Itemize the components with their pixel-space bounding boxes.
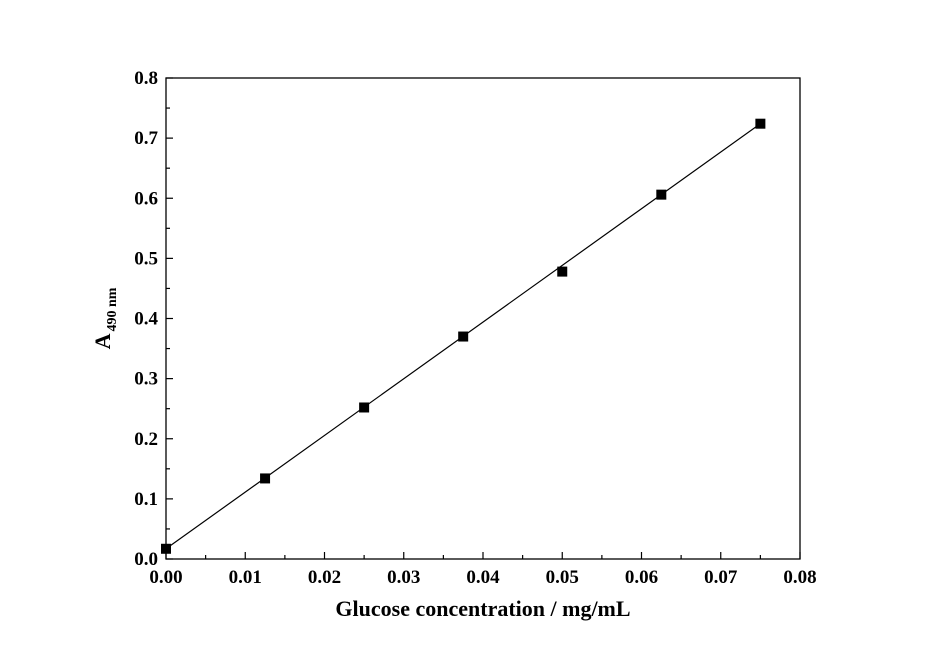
y-axis-title-subscript: 490 nm — [105, 287, 120, 331]
y-tick-label: 0.5 — [134, 248, 158, 269]
y-axis-title-main: A — [90, 333, 115, 349]
axis-ticks — [165, 77, 801, 560]
data-point — [359, 402, 370, 413]
data-point — [755, 118, 766, 129]
y-tick-label: 0.6 — [134, 188, 158, 209]
y-tick-label: 0.7 — [134, 128, 158, 149]
x-tick-label: 0.06 — [625, 567, 658, 588]
x-tick-label: 0.00 — [149, 567, 182, 588]
x-tick-label: 0.04 — [466, 567, 500, 588]
data-point — [656, 189, 667, 200]
x-tick-label: 0.01 — [229, 567, 262, 588]
x-axis-title: Glucose concentration / mg/mL — [335, 596, 630, 621]
data-point — [161, 543, 171, 554]
data-point — [557, 266, 568, 277]
y-tick-label: 0.8 — [134, 68, 158, 89]
y-tick-label: 0.3 — [134, 369, 158, 390]
x-tick-label: 0.07 — [704, 567, 738, 588]
plot-frame — [165, 77, 801, 560]
data-point — [260, 473, 271, 484]
y-tick-label: 0.4 — [134, 309, 158, 330]
y-tick-label: 0.2 — [134, 429, 158, 450]
x-tick-label: 0.02 — [308, 567, 341, 588]
plot-frame-group — [165, 77, 801, 560]
y-axis-title: A 490 nm — [90, 287, 120, 349]
tick-labels: 0.00 0.01 0.02 0.03 0.04 0.05 0.06 0.07 0.08 0.0 0… — [134, 68, 816, 588]
x-tick-label: 0.05 — [546, 567, 579, 588]
data-points — [161, 118, 766, 554]
data-point — [458, 331, 469, 342]
y-tick-label: 0.1 — [134, 489, 158, 510]
y-tick-label: 0.0 — [134, 549, 158, 570]
x-tick-label: 0.08 — [783, 567, 816, 588]
x-tick-label: 0.03 — [387, 567, 420, 588]
